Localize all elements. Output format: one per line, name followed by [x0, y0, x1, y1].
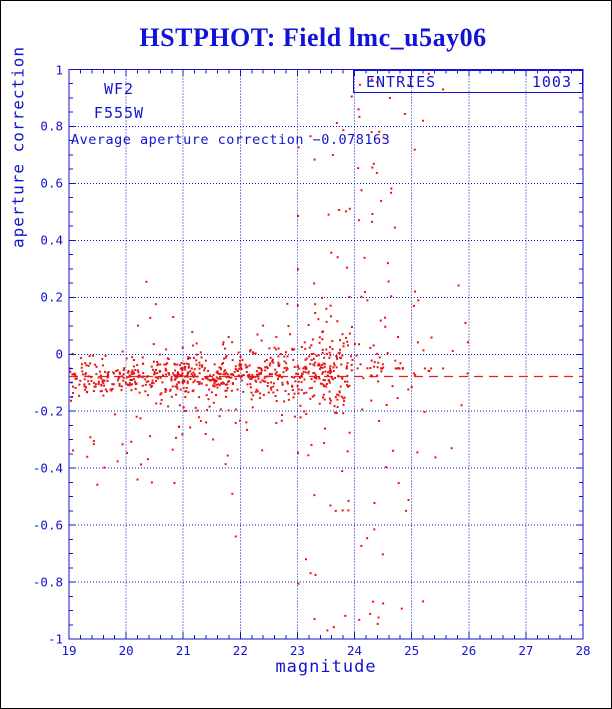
- entries-label: ENTRIES: [366, 72, 437, 91]
- x-tick-label-25: 25: [404, 643, 420, 658]
- y-tick-label-0.4: 0.4: [40, 232, 63, 248]
- y-axis-title: aperture correction: [8, 45, 28, 249]
- x-tick-label-21: 21: [175, 643, 191, 658]
- y-tick-label--0.8: -0.8: [32, 574, 63, 590]
- y-tick-label-0.6: 0.6: [40, 175, 63, 191]
- y-tick-label--0.2: -0.2: [32, 403, 63, 419]
- y-tick-label--1: -1: [47, 631, 63, 647]
- y-tick-label-1: 1: [55, 62, 63, 77]
- x-tick-label-27: 27: [518, 643, 534, 658]
- y-tick-label-0: 0: [55, 346, 63, 362]
- x-tick-label-24: 24: [347, 643, 363, 658]
- y-tick-label-0.8: 0.8: [40, 118, 63, 134]
- x-tick-label-26: 26: [461, 643, 477, 658]
- x-tick-label-23: 23: [289, 643, 305, 658]
- x-axis-title: magnitude: [275, 657, 377, 677]
- page-title: HSTPHOT: Field lmc_u5ay06: [139, 23, 487, 52]
- y-tick-label--0.6: -0.6: [32, 517, 63, 533]
- x-tick-label-20: 20: [118, 643, 134, 658]
- x-tick-label-28: 28: [575, 643, 591, 658]
- camera-label: WF2: [103, 80, 135, 98]
- entries-legend-box: ENTRIES 1003: [353, 70, 583, 93]
- filter-label: F555W: [93, 104, 145, 122]
- x-tick-label-22: 22: [232, 643, 248, 658]
- average-correction-label: Average aperture correction −0.078163: [71, 132, 391, 148]
- y-tick-label--0.4: -0.4: [32, 460, 63, 476]
- entries-count: 1003: [531, 72, 572, 91]
- y-tick-label-0.2: 0.2: [40, 289, 63, 305]
- x-tick-label-19: 19: [61, 643, 77, 658]
